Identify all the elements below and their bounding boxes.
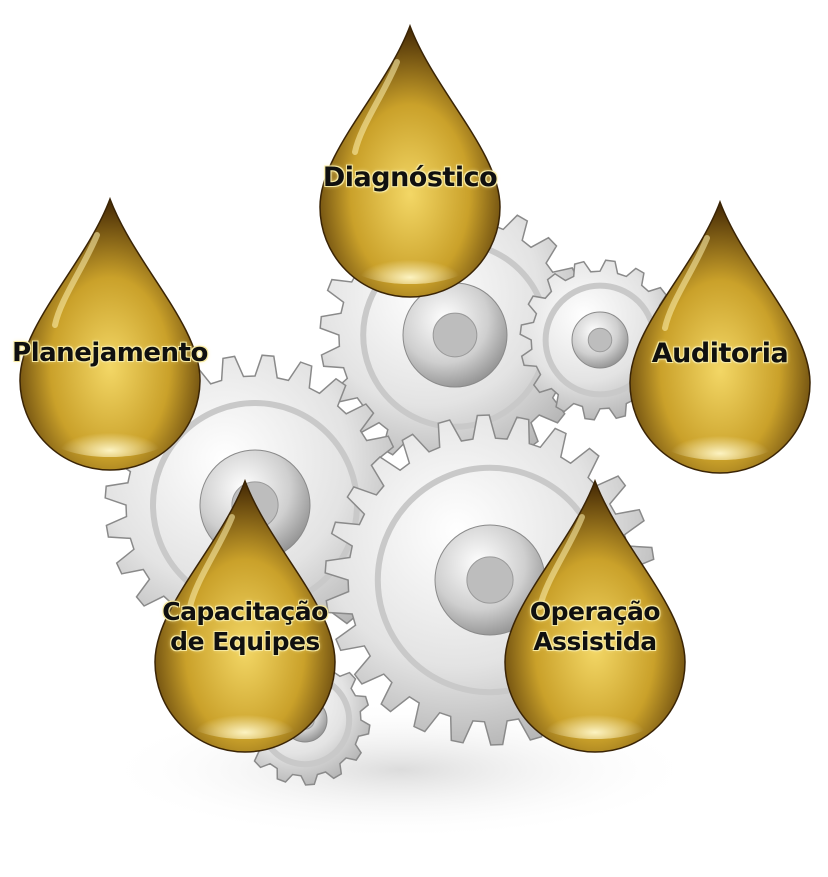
drop-capacitacao: Capacitação de Equipes	[150, 477, 340, 757]
drop-shape-auditoria	[629, 199, 811, 474]
drop-label-line: Planejamento	[12, 338, 208, 368]
drop-label-line: Assistida	[533, 626, 657, 656]
drop-label-line: Operação	[529, 597, 661, 626]
drop-label-line: de Equipes	[170, 626, 320, 656]
drop-label-line: Capacitação	[162, 597, 328, 626]
gear-right-small-axle-hole	[587, 327, 613, 353]
drop-label-line: Auditoria	[651, 338, 789, 369]
drop-diagnostico: Diagnóstico	[315, 22, 505, 302]
gear-top-center-axle-hole	[432, 312, 478, 358]
drop-shape-planejamento	[19, 196, 201, 471]
drop-planejamento: Planejamento	[12, 195, 208, 475]
drop-label-capacitacao: Capacitação de Equipes	[130, 597, 360, 656]
drop-label-auditoria: Auditoria	[605, 338, 828, 370]
drop-operacao: Operação Assistida	[500, 477, 690, 757]
gear-front-center-axle-hole	[466, 556, 514, 604]
drop-shape-operacao	[504, 478, 686, 753]
drop-shape-diagnostico	[319, 23, 501, 298]
drop-label-line: Diagnóstico	[322, 162, 498, 193]
drop-shape-capacitacao	[154, 478, 336, 753]
drop-label-diagnostico: Diagnóstico	[295, 162, 525, 194]
drop-label-planejamento: Planejamento	[0, 338, 225, 369]
drop-label-operacao: Operação Assistida	[480, 597, 710, 656]
drop-auditoria: Auditoria	[625, 198, 815, 478]
